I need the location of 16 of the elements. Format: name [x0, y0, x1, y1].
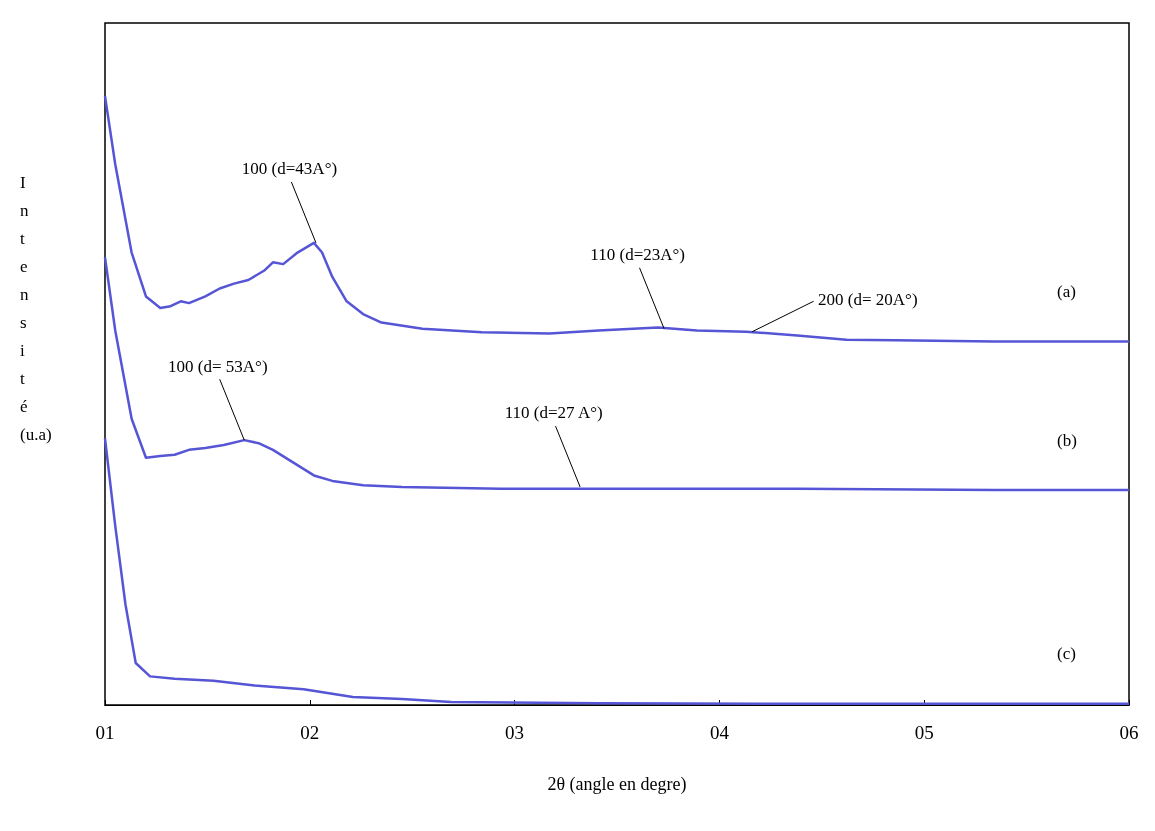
x-tick-label: 01	[95, 722, 115, 743]
annotation: 110 (d=27 A°)	[504, 403, 603, 423]
text: (b)	[1057, 430, 1077, 450]
x-axis-title: 2θ (angle en degre)	[547, 774, 687, 795]
annotation: 200 (d= 20A°)	[818, 289, 918, 309]
annotation: 110 (d=23A°)	[590, 245, 685, 265]
text: (a)	[1057, 281, 1076, 301]
x-tick-label: 03	[505, 722, 525, 743]
x-tick-label: 06	[1119, 722, 1139, 743]
x-tick-label: 05	[914, 722, 934, 743]
annotation: 100 (d= 53A°)	[168, 356, 268, 376]
annotation: 100 (d=43A°)	[241, 159, 338, 179]
x-tick-label: 04	[709, 722, 730, 743]
x-tick-label: 02	[300, 722, 320, 743]
text: (c)	[1057, 644, 1076, 664]
text: Intensité (u.a)	[20, 172, 52, 444]
